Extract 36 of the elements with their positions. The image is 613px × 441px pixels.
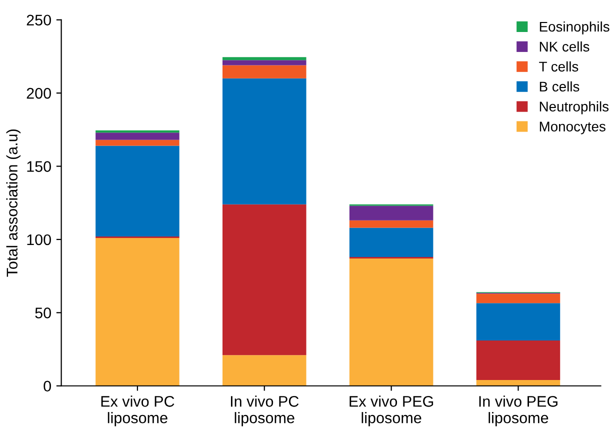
- bar: [476, 380, 560, 386]
- bar: [222, 65, 306, 78]
- bar: [349, 206, 434, 220]
- y-tick-label: 150: [27, 161, 51, 172]
- legend-label: Eosinophils: [540, 21, 610, 34]
- legend-label: T cells: [539, 61, 578, 72]
- legend-label: Monocytes: [540, 122, 606, 134]
- bar: [96, 132, 180, 140]
- bar: [96, 140, 180, 146]
- bar: [96, 130, 180, 133]
- bar: [222, 78, 306, 204]
- bar: [349, 228, 434, 258]
- bar: [349, 220, 434, 228]
- legend-label: B cells: [540, 81, 580, 92]
- bar: [96, 146, 180, 237]
- bar: [96, 238, 180, 386]
- bar: [476, 340, 560, 380]
- bar: [222, 204, 306, 356]
- y-axis-title: Total association (a.u): [6, 130, 21, 277]
- bar: [222, 57, 306, 60]
- y-tick-label: 200: [26, 88, 51, 99]
- x-tick-label: In vivo PC liposome: [230, 396, 299, 426]
- y-tick-label: 0: [44, 380, 51, 392]
- bar: [349, 258, 434, 386]
- x-tick-label: Ex vivo PEG liposome: [350, 396, 434, 426]
- y-tick-label: 250: [26, 14, 51, 26]
- legend-label: Neutrophils: [540, 101, 609, 114]
- bar: [222, 60, 306, 66]
- x-tick-label: Ex vivo PC liposome: [101, 396, 174, 426]
- y-tick-label: 100: [27, 234, 51, 246]
- y-tick-label: 50: [35, 308, 51, 318]
- bar: [476, 303, 560, 340]
- bar: [476, 294, 560, 304]
- legend-label: NK cells: [540, 41, 590, 52]
- x-tick-label: In vivo PEG liposome: [479, 396, 558, 426]
- bar: [222, 355, 306, 386]
